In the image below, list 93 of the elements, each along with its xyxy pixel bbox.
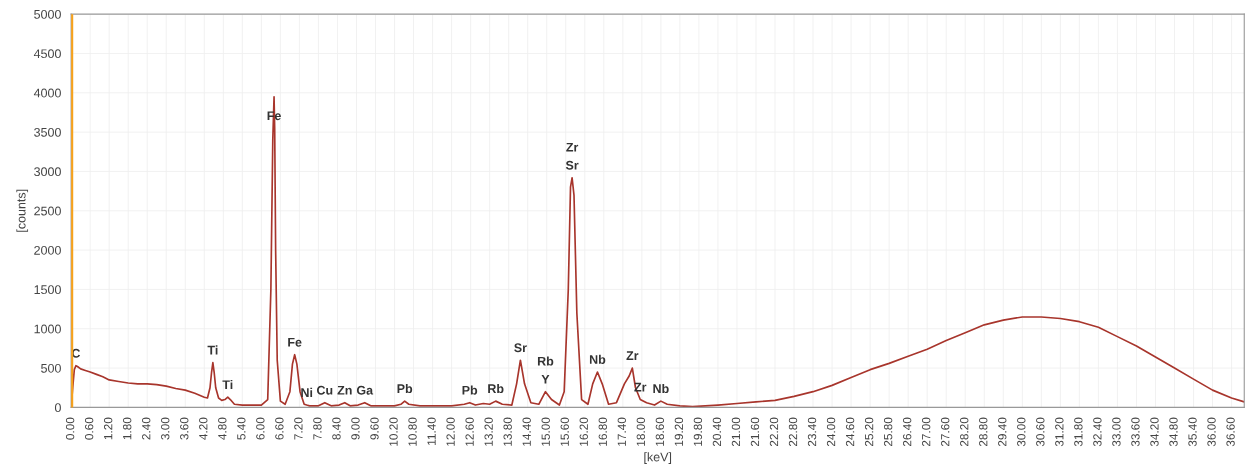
annotation: Sr — [565, 160, 579, 170]
annotation: Nb — [653, 383, 669, 394]
x-tick-label: 25.20 — [864, 417, 874, 447]
x-tick-label: 0.60 — [84, 417, 94, 440]
x-tick-label: 6.60 — [275, 417, 284, 440]
y-tick-label: 1000 — [34, 324, 61, 334]
y-tick-label: 3500 — [34, 127, 61, 137]
x-tick-label: 17.40 — [617, 417, 626, 446]
x-tick-label: 10.20 — [389, 417, 398, 446]
x-tick-label: 31.80 — [1074, 417, 1083, 447]
annotation: Ga — [356, 385, 374, 395]
x-tick-label: 27.00 — [922, 417, 931, 447]
annotation: Sr — [514, 343, 527, 353]
x-tick-label: 24.60 — [845, 417, 855, 447]
y-tick-label: 5000 — [34, 9, 61, 19]
x-tick-label: 36.00 — [1207, 417, 1216, 447]
x-tick-label: 27.60 — [941, 417, 950, 447]
annotation: Pb — [462, 385, 478, 395]
y-tick-label: 500 — [41, 363, 61, 373]
x-tick-label: 22.80 — [788, 417, 798, 447]
x-tick-label: 21.60 — [750, 417, 760, 447]
x-tick-label: 10.80 — [408, 417, 417, 446]
x-tick-label: 22.20 — [769, 417, 779, 447]
x-tick-label: 1.80 — [123, 417, 132, 440]
annotation: Nb — [589, 354, 606, 364]
x-tick-label: 24.00 — [826, 417, 836, 447]
x-tick-label: 34.80 — [1169, 417, 1178, 447]
x-tick-label: 33.00 — [1112, 417, 1121, 447]
x-tick-label: 8.40 — [332, 417, 341, 440]
x-tick-label: 11.40 — [427, 417, 436, 445]
x-tick-label: 18.60 — [655, 417, 665, 446]
x-tick-label: 21.00 — [731, 417, 741, 447]
annotation: Pb — [397, 383, 413, 394]
x-tick-label: 9.00 — [351, 417, 360, 440]
y-tick-label: 3000 — [34, 167, 61, 177]
x-tick-label: 28.80 — [979, 417, 988, 447]
x-tick-label: 32.40 — [1093, 417, 1102, 447]
x-tick-label: 25.80 — [883, 417, 893, 447]
x-axis-title: [keV] — [644, 452, 672, 464]
annotation: Rb — [537, 356, 554, 366]
annotation: Rb — [488, 383, 504, 394]
annotation: Y — [541, 374, 550, 384]
x-tick-label: 19.80 — [693, 417, 703, 446]
x-tick-label: 6.00 — [256, 417, 265, 440]
x-tick-label: 12.00 — [446, 417, 455, 446]
annotation: Zr — [626, 351, 639, 360]
x-tick-label: 29.40 — [998, 417, 1007, 447]
x-tick-label: 7.20 — [294, 417, 303, 440]
x-tick-label: 0.00 — [65, 417, 75, 440]
annotation: Cu — [316, 385, 333, 395]
x-tick-label: 36.60 — [1226, 417, 1235, 447]
x-tick-label: 13.20 — [484, 417, 493, 446]
x-tick-label: 3.00 — [161, 417, 170, 440]
x-tick-label: 28.20 — [960, 417, 969, 447]
x-tick-label: 14.40 — [522, 417, 531, 446]
x-tick-label: 13.80 — [503, 417, 512, 446]
x-tick-label: 7.80 — [313, 417, 322, 440]
y-tick-label: 1500 — [34, 285, 61, 295]
x-tick-label: 16.80 — [598, 417, 607, 446]
x-tick-label: 30.00 — [1017, 417, 1026, 447]
x-tick-label: 23.40 — [807, 417, 817, 447]
y-tick-label: 4000 — [33, 88, 61, 98]
x-tick-label: 5.40 — [237, 417, 246, 440]
y-tick-label: 4500 — [33, 49, 61, 59]
y-tick-label: 0 — [54, 403, 61, 413]
x-tick-label: 35.40 — [1188, 417, 1197, 447]
x-tick-label: 15.00 — [541, 417, 550, 446]
x-tick-label: 33.60 — [1131, 417, 1140, 447]
annotation: Zn — [337, 385, 352, 395]
y-tick-label: 2000 — [34, 245, 61, 255]
annotation: Fe — [288, 337, 302, 347]
x-tick-label: 3.60 — [180, 417, 189, 440]
x-tick-label: 12.60 — [465, 417, 474, 446]
x-tick-label: 1.20 — [103, 417, 113, 440]
x-tick-label: 30.60 — [1036, 417, 1045, 447]
y-axis-title: [counts] — [16, 189, 29, 232]
y-tick-label: 2500 — [34, 206, 61, 216]
x-tick-label: 31.20 — [1055, 417, 1064, 447]
x-tick-label: 9.60 — [370, 417, 379, 440]
annotation: Ni — [301, 387, 313, 397]
annotation: Ti — [207, 345, 218, 355]
annotation: Zr — [566, 142, 579, 152]
x-tick-label: 2.40 — [142, 417, 151, 440]
x-tick-label: 4.80 — [218, 417, 227, 440]
x-tick-label: 16.20 — [579, 417, 588, 446]
x-tick-label: 26.40 — [902, 417, 912, 447]
x-tick-label: 18.00 — [636, 417, 646, 446]
x-tick-label: 4.20 — [199, 417, 208, 440]
x-tick-label: 34.20 — [1150, 417, 1159, 447]
annotation: Ti — [222, 379, 233, 390]
x-tick-label: 15.60 — [560, 417, 569, 446]
x-tick-label: 19.20 — [674, 417, 684, 446]
x-tick-label: 20.40 — [712, 417, 722, 447]
